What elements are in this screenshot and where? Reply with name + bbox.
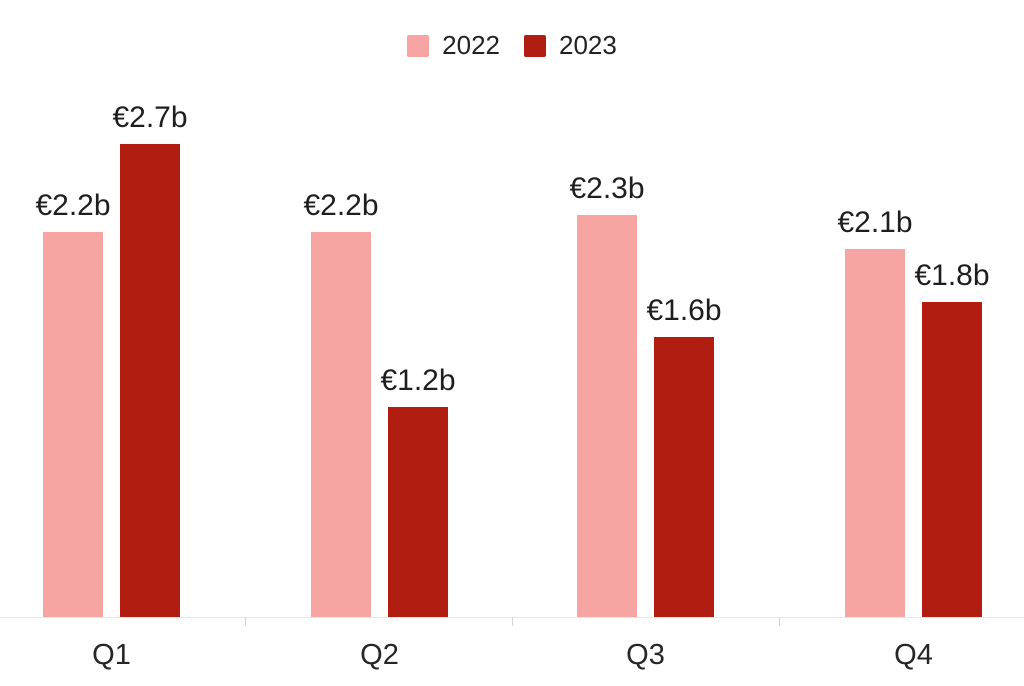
legend-item-2022: 2022 (407, 30, 500, 61)
value-label-2023-q4: €1.8b (914, 259, 990, 292)
x-axis-tick (512, 617, 513, 626)
category-label-q1: Q1 (92, 639, 131, 671)
bar-2023-q1: €2.7b (112, 101, 188, 617)
value-label-2022-q2: €2.2b (303, 189, 379, 222)
bar-2023-q4: €1.8b (914, 259, 990, 617)
value-label-2022-q4: €2.1b (837, 206, 913, 239)
chart-legend: 2022 2023 (0, 30, 1024, 61)
x-axis-tick (779, 617, 780, 626)
legend-swatch-2022-icon (407, 34, 430, 57)
category-label-q2: Q2 (360, 639, 399, 671)
category-label-q3: Q3 (626, 639, 665, 671)
value-label-2023-q3: €1.6b (646, 294, 722, 327)
bar-2022-q1: €2.2b (35, 189, 111, 617)
value-label-2023-q1: €2.7b (112, 101, 188, 134)
value-label-2023-q2: €1.2b (380, 364, 456, 397)
bar-2023-q2: €1.2b (380, 364, 456, 617)
bar-2023-q3: €1.6b (646, 294, 722, 617)
bar-2022-q2: €2.2b (303, 189, 379, 617)
category-label-q4: Q4 (894, 639, 933, 671)
bar-2022-q3: €2.3b (569, 172, 645, 617)
bar-2022-q4: €2.1b (837, 206, 913, 617)
legend-label-2023: 2023 (559, 30, 617, 60)
value-label-2022-q1: €2.2b (35, 189, 111, 222)
legend-label-2022: 2022 (442, 30, 500, 60)
x-axis-tick (245, 617, 246, 626)
value-label-2022-q3: €2.3b (569, 172, 645, 205)
legend-swatch-2023-icon (524, 34, 546, 57)
legend-item-2023: 2023 (524, 30, 617, 61)
